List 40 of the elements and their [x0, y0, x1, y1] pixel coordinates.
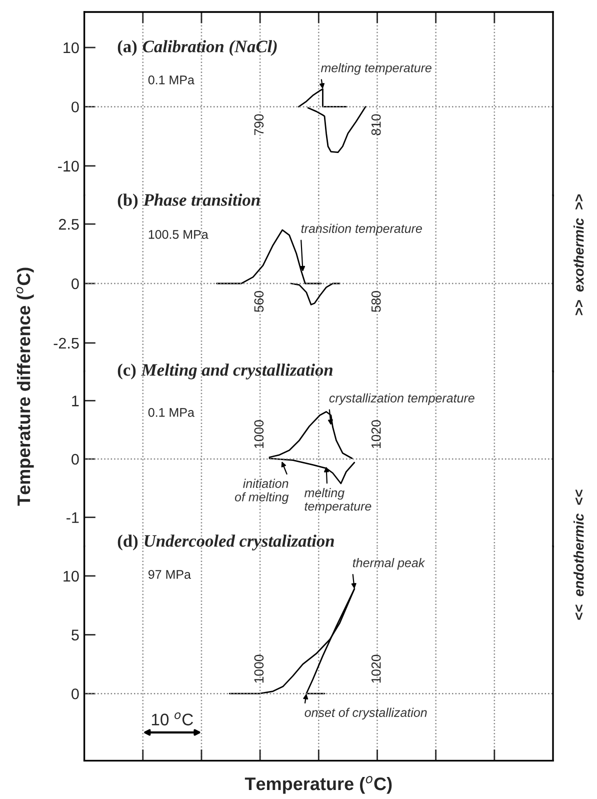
- x-tick-label: 1020: [371, 420, 381, 448]
- annotation: initiation of melting: [234, 478, 289, 504]
- text: 100.5 MPa: [148, 230, 208, 239]
- y-tick-label: 1: [72, 396, 79, 406]
- text: 0.1 MPa: [148, 408, 194, 417]
- y-tick-label: 10: [64, 570, 79, 582]
- y-tick-label: -2.5: [54, 338, 79, 349]
- chart-title: (b) Phase transition: [118, 194, 260, 210]
- y-tick-label: 5: [72, 630, 79, 640]
- annotation: crystallization temperature: [329, 393, 474, 405]
- annotation: melting temperature: [304, 488, 372, 514]
- chart-title: (c) Melting and crystallization: [118, 364, 332, 380]
- annotation: 10 $^{o}$C: [152, 712, 194, 726]
- x-axis-title: Temperature ($^{o}$C): [244, 776, 392, 794]
- x-tick-label: 790: [254, 114, 264, 136]
- annotation: onset of crystallization: [304, 708, 427, 720]
- y-tick-label: 10: [64, 42, 79, 54]
- annotation: thermal peak: [352, 558, 426, 570]
- text: 0.1 MPa: [148, 76, 194, 84]
- x-tick-label: 1000: [254, 420, 264, 448]
- text: >> exothermic >>: [574, 194, 584, 316]
- x-tick-label: 1020: [371, 654, 381, 683]
- x-tick-label: 1000: [254, 654, 264, 683]
- chart-title: (d) Undercooled crystalization: [118, 534, 334, 550]
- y-tick-label: 2.5: [58, 218, 79, 230]
- text: 97 MPa: [148, 570, 191, 579]
- y-tick-label: -10: [58, 160, 79, 172]
- annotation: melting temperature: [320, 63, 432, 75]
- text: << endothermic <<: [574, 490, 584, 620]
- y-tick-label: -1: [66, 512, 79, 523]
- y-tick-label: 0: [72, 102, 79, 112]
- annotation: transition temperature: [301, 224, 422, 236]
- y-tick-label: 0: [72, 688, 79, 700]
- y-tick-label: 0: [72, 454, 79, 465]
- y-axis-title: Temperature difference ($^{o}$C): [16, 268, 34, 506]
- text: (a) Calibration (NaCl): [118, 40, 277, 56]
- y-tick-label: 0: [72, 278, 79, 290]
- x-tick-label: 810: [371, 114, 381, 136]
- x-tick-label: 580: [371, 291, 381, 312]
- x-tick-label: 560: [254, 291, 264, 312]
